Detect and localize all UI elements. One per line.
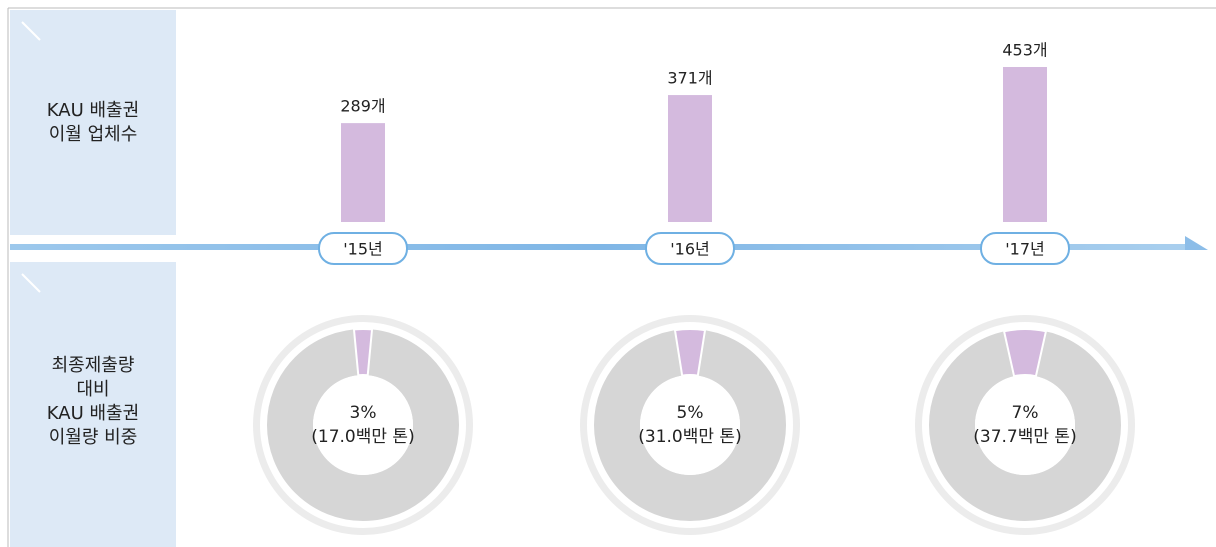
donut-label: 5% bbox=[677, 403, 704, 423]
year-pill bbox=[645, 232, 735, 265]
year-label: '15년 bbox=[343, 240, 382, 259]
row-header-bg bbox=[10, 262, 176, 547]
donut-note: (31.0백만 톤) bbox=[638, 427, 741, 447]
donut-hole bbox=[313, 375, 413, 475]
donut-note: (17.0백만 톤) bbox=[311, 427, 414, 447]
timeline bbox=[10, 244, 1190, 250]
donut-label: 3% bbox=[350, 403, 377, 423]
corner-mark bbox=[21, 21, 41, 41]
bar bbox=[341, 123, 385, 222]
donut-label: 7% bbox=[1012, 403, 1039, 423]
donut-hole bbox=[640, 375, 740, 475]
row-label: 이월량 비중 bbox=[49, 427, 138, 448]
row-label: 이월 업체수 bbox=[49, 124, 138, 145]
bar bbox=[1003, 67, 1047, 222]
donut-hole bbox=[975, 375, 1075, 475]
year-pill bbox=[980, 232, 1070, 265]
donut-slice bbox=[352, 328, 374, 377]
timeline-arrow bbox=[1185, 236, 1208, 250]
corner-mark bbox=[21, 273, 41, 293]
row-label: KAU 배출권 bbox=[47, 403, 139, 424]
bar bbox=[668, 95, 712, 222]
bar-label: 371개 bbox=[667, 69, 712, 88]
row-header-bg bbox=[10, 10, 176, 235]
row-label: 대비 bbox=[76, 379, 109, 400]
year-pill bbox=[318, 232, 408, 265]
row-label: KAU 배출권 bbox=[47, 100, 139, 121]
year-label: '16년 bbox=[670, 240, 709, 259]
row-label: 최종제출량 bbox=[52, 355, 135, 376]
bar-label: 453개 bbox=[1002, 41, 1047, 60]
bar-label: 289개 bbox=[340, 97, 385, 116]
donut-note: (37.7백만 톤) bbox=[973, 427, 1076, 447]
year-label: '17년 bbox=[1005, 240, 1044, 259]
